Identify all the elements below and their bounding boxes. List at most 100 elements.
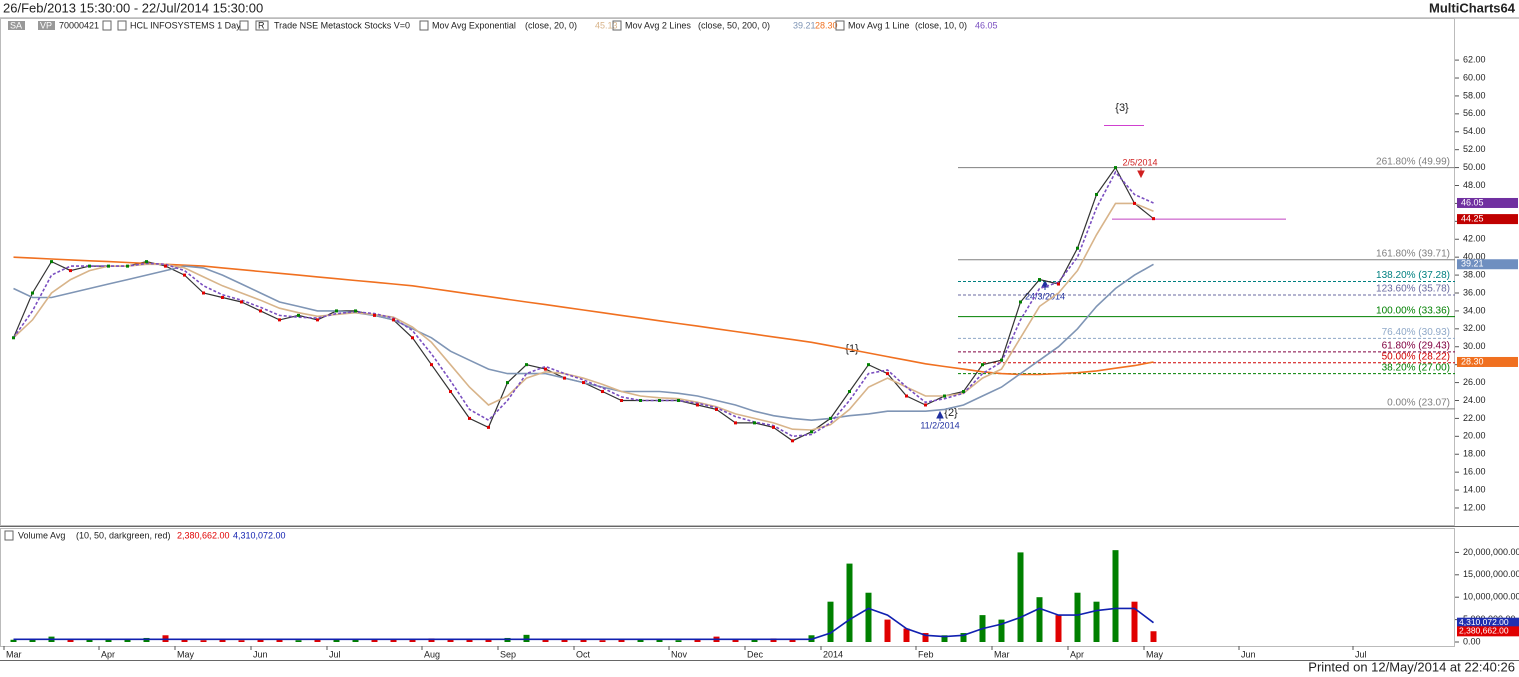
volume-bar <box>827 601 834 642</box>
dropdown[interactable] <box>239 20 249 31</box>
y-tick-label: 14.00 <box>1463 484 1486 494</box>
y-tick-label: 42.00 <box>1463 234 1486 244</box>
volume-bar <box>580 639 587 642</box>
legend-value: 46.05 <box>975 20 998 30</box>
fib-label: 76.40% (30.93) <box>1382 327 1450 338</box>
volume-marker <box>1457 617 1519 628</box>
volume-bar <box>1150 631 1157 642</box>
x-tick-label: Aug <box>424 649 440 659</box>
volume-bar <box>333 638 340 642</box>
close-mark <box>278 318 281 322</box>
price-marker <box>1457 259 1518 270</box>
fib-label: 100.00% (33.36) <box>1376 305 1450 316</box>
volume-bar <box>1112 550 1119 642</box>
y-tick-label: 30.00 <box>1463 341 1486 351</box>
close-mark <box>259 309 262 313</box>
legend-item: (10, 50, darkgreen, red) <box>76 530 171 540</box>
checkbox[interactable] <box>4 530 14 541</box>
volume-bar <box>941 635 948 642</box>
dropdown[interactable] <box>102 20 112 31</box>
volume-bar <box>257 639 264 642</box>
close-mark <box>1000 358 1003 362</box>
series-line <box>12 170 1154 438</box>
volume-bar <box>295 640 302 642</box>
volume-bar <box>67 639 74 642</box>
x-tick-label: Apr <box>1070 649 1084 659</box>
y-tick-label: 32.00 <box>1463 323 1486 333</box>
x-tick-label: Jul <box>329 649 341 659</box>
volume-bar <box>352 639 359 642</box>
y-tick-label: 20.00 <box>1463 431 1486 441</box>
legend-item: Trade NSE Metastock Stocks V=0 <box>274 20 410 30</box>
y-tick-label: 36.00 <box>1463 287 1486 297</box>
close-mark <box>1057 282 1060 286</box>
y-tick-label: 0.00 <box>1463 636 1481 646</box>
legend-item: 70000421 <box>59 20 99 30</box>
volume-bar <box>561 639 568 642</box>
checkbox[interactable] <box>255 20 269 31</box>
close-mark <box>354 309 357 313</box>
y-tick-label: 20,000,000.00 <box>1463 547 1519 557</box>
close-mark <box>867 363 870 367</box>
volume-bar <box>105 639 112 642</box>
close-mark <box>1076 246 1079 250</box>
y-tick-label: 62.00 <box>1463 54 1486 64</box>
y-tick-label: 10,000,000.00 <box>1463 592 1519 602</box>
x-tick-label: Jun <box>1241 649 1256 659</box>
close-mark <box>962 390 965 394</box>
legend-item: SA <box>10 20 22 30</box>
app-name: MultiCharts64 <box>1429 0 1516 15</box>
volume-bar <box>694 639 701 642</box>
date-label: 24/3/2014 <box>1025 291 1065 301</box>
volume-bar <box>29 638 36 642</box>
close-mark <box>1019 300 1022 304</box>
volume-marker <box>1457 626 1519 637</box>
close-mark <box>696 403 699 407</box>
volume-bar <box>656 639 663 642</box>
fib-label: 261.80% (49.99) <box>1376 156 1450 167</box>
close-mark <box>487 425 490 429</box>
checkbox[interactable] <box>117 20 127 31</box>
x-tick-label: Mar <box>6 649 22 659</box>
close-mark <box>791 439 794 443</box>
close-mark <box>107 264 110 268</box>
x-tick-label: 2014 <box>823 649 843 659</box>
close-mark <box>50 260 53 264</box>
volume-bar <box>922 633 929 642</box>
volume-bar <box>1055 615 1062 642</box>
date-label: 11/2/2014 <box>920 420 959 430</box>
close-mark <box>544 367 547 371</box>
volume-bar <box>884 619 891 642</box>
y-tick-label: 38.00 <box>1463 269 1486 279</box>
y-tick-label: 26.00 <box>1463 377 1486 387</box>
close-mark <box>1114 166 1117 170</box>
close-mark <box>297 313 300 317</box>
close-mark <box>221 295 224 299</box>
volume-bar <box>903 628 910 642</box>
y-tick-label: 58.00 <box>1463 90 1486 100</box>
close-mark <box>506 381 509 385</box>
volume-bar <box>181 639 188 642</box>
y-tick-label: 40.00 <box>1463 252 1486 262</box>
legend-item: Volume Avg <box>18 530 65 540</box>
arrow-up <box>1041 279 1049 290</box>
x-tick-label: May <box>1146 649 1164 659</box>
checkbox[interactable] <box>612 20 622 31</box>
volume-bar <box>390 639 397 642</box>
volume-bar <box>238 640 245 642</box>
close-mark <box>829 416 832 420</box>
date-range: 26/Feb/2013 15:30:00 - 22/Jul/2014 15:30… <box>3 0 263 15</box>
volume-bar <box>960 633 967 642</box>
fib-label: 0.00% (23.07) <box>1387 397 1450 408</box>
y-tick-label: 60.00 <box>1463 72 1486 82</box>
close-mark <box>12 336 15 340</box>
volume-bar <box>409 639 416 642</box>
checkbox[interactable] <box>835 20 845 31</box>
close-mark <box>145 260 148 264</box>
close-mark <box>1038 278 1041 282</box>
checkbox[interactable] <box>419 20 429 31</box>
close-mark <box>373 313 376 317</box>
y-tick-label: 24.00 <box>1463 395 1486 405</box>
footer: Printed on 12/May/2014 at 22:40:26 <box>1308 659 1515 674</box>
series-line <box>13 607 1154 641</box>
